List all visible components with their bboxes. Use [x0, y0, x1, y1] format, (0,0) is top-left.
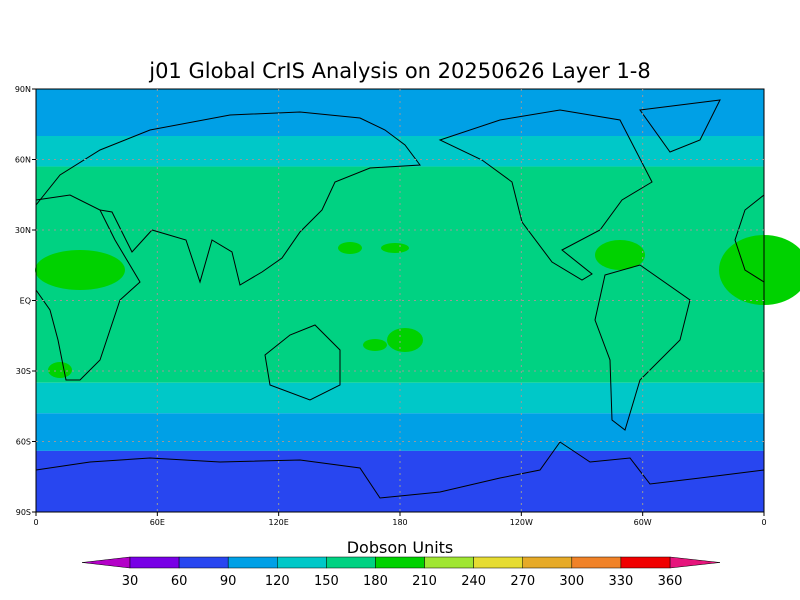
lat-label: 30S: [16, 367, 31, 376]
lat-label: 90S: [16, 508, 31, 517]
lat-label: 90N: [15, 85, 31, 94]
ozone-maximum: [363, 339, 387, 351]
eurasia: [35, 111, 421, 286]
colorbar-tick-label: 360: [658, 574, 683, 589]
colorbar-tick-label: 300: [559, 574, 584, 589]
lon-label: 60W: [634, 518, 652, 527]
greenland: [639, 99, 721, 153]
colorbar-box: [227, 556, 278, 569]
antarctica: [35, 441, 765, 499]
ozone-maximum: [387, 328, 423, 352]
west-africa: [734, 194, 765, 283]
colorbar-tick-label: 180: [363, 574, 388, 589]
colorbar-tick-label: 60: [171, 574, 188, 589]
colorbar-box: [277, 556, 327, 569]
south-america: [594, 264, 691, 431]
lon-label: 120E: [269, 518, 289, 527]
colorbar-box: [473, 556, 523, 569]
lon-label: 180: [392, 518, 407, 527]
colorbar-over: [669, 556, 721, 569]
colorbar-tick-label: 90: [220, 574, 237, 589]
colorbar-box: [375, 556, 425, 569]
colorbar-tick-label: 240: [461, 574, 486, 589]
north-america: [438, 109, 653, 281]
colorbar-label: Dobson Units: [347, 538, 454, 557]
colorbar-tick-label: 30: [122, 574, 139, 589]
colorbar-tick-label: 330: [608, 574, 633, 589]
colorbar-tick-label: 150: [314, 574, 339, 589]
colorbar-box: [178, 556, 229, 569]
map-title: j01 Global CrIS Analysis on 20250626 Lay…: [148, 59, 651, 83]
colorbar-box: [424, 556, 474, 569]
lat-label: 60N: [15, 156, 31, 165]
ozone-maximum: [35, 250, 125, 290]
colorbar-tick-label: 210: [412, 574, 437, 589]
colorbar-box: [620, 556, 671, 569]
lat-label: 60S: [16, 438, 31, 447]
ozone-maximum: [595, 240, 645, 270]
colorbar-tick-label: 120: [265, 574, 290, 589]
lon-label: 0: [761, 518, 766, 527]
ozone-band: [36, 450, 764, 512]
colorbar-under: [81, 556, 131, 569]
lat-label: 30N: [15, 226, 31, 235]
lon-label: 120W: [510, 518, 533, 527]
colorbar-box: [522, 556, 573, 569]
colorbar-tick-label: 270: [510, 574, 535, 589]
ozone-maximum: [48, 362, 72, 378]
ozone-maximum: [338, 242, 362, 254]
colorbar: 30 60 90 120 150 180 210 240 270 300 330 360: [81, 556, 721, 589]
coastlines: [35, 99, 765, 499]
lat-label: EQ: [20, 297, 31, 306]
colorbar-box: [571, 556, 622, 569]
australia: [264, 324, 341, 401]
lon-label: 60E: [150, 518, 165, 527]
colorbar-box: [326, 556, 376, 569]
lon-label: 0: [33, 518, 38, 527]
colorbar-box: [129, 556, 180, 569]
ozone-maximum: [381, 243, 409, 253]
